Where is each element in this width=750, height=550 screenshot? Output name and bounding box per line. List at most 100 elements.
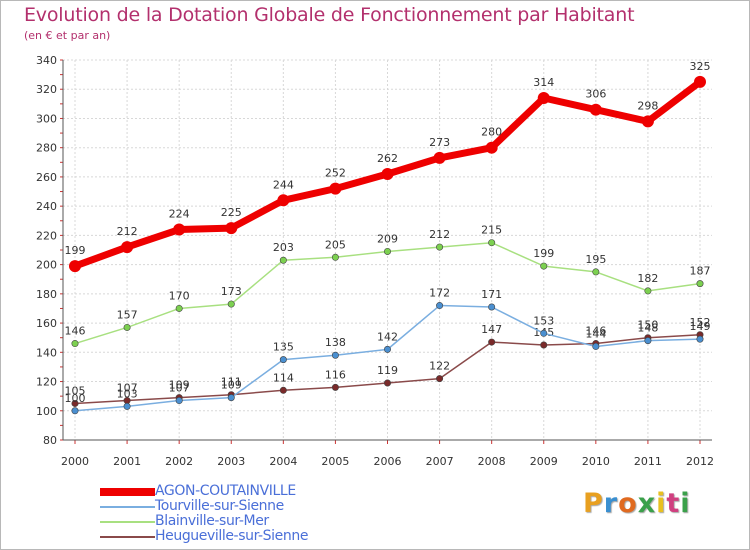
- data-point: [331, 383, 339, 391]
- data-label: 224: [169, 208, 190, 221]
- data-label: 100: [65, 392, 86, 405]
- data-label: 205: [325, 238, 346, 251]
- data-label: 280: [481, 126, 502, 139]
- x-tick-label: 2011: [634, 455, 662, 468]
- data-label: 215: [481, 224, 502, 237]
- data-point: [331, 351, 339, 359]
- data-point: [644, 337, 652, 345]
- data-point: [488, 239, 496, 247]
- data-point: [329, 182, 342, 195]
- data-point: [227, 394, 235, 402]
- data-point: [175, 397, 183, 405]
- y-tick-label: 340: [36, 54, 57, 67]
- data-point: [540, 329, 548, 337]
- x-tick-label: 2007: [426, 455, 454, 468]
- data-point: [488, 338, 496, 346]
- data-point: [589, 103, 602, 116]
- x-tick-label: 2012: [686, 455, 714, 468]
- y-tick-label: 120: [36, 376, 57, 389]
- y-tick-label: 80: [43, 434, 57, 447]
- data-label: 306: [585, 88, 606, 101]
- data-point: [225, 222, 238, 235]
- x-tick-label: 2009: [530, 455, 558, 468]
- y-tick-label: 200: [36, 259, 57, 272]
- data-label: 142: [377, 330, 398, 343]
- data-label: 119: [377, 364, 398, 377]
- data-label: 122: [429, 360, 450, 373]
- y-tick-label: 160: [36, 317, 57, 330]
- data-point: [383, 379, 391, 387]
- data-label: 199: [65, 244, 86, 257]
- data-label: 107: [117, 382, 138, 395]
- data-label: 138: [325, 336, 346, 349]
- data-point: [696, 335, 704, 343]
- x-tick-label: 2010: [582, 455, 610, 468]
- data-label: 109: [221, 379, 242, 392]
- data-point: [383, 247, 391, 255]
- data-label: 116: [325, 368, 346, 381]
- legend-swatch: [100, 521, 155, 523]
- data-point: [121, 241, 134, 254]
- legend-label: AGON-COUTAINVILLE: [155, 483, 296, 499]
- data-label: 148: [637, 322, 658, 335]
- data-point: [592, 268, 600, 276]
- data-point: [696, 280, 704, 288]
- data-label: 105: [65, 384, 86, 397]
- data-label: 225: [221, 206, 242, 219]
- data-label: 314: [533, 76, 554, 89]
- data-label: 182: [637, 272, 658, 285]
- data-label: 195: [585, 253, 606, 266]
- x-tick-label: 2004: [269, 455, 297, 468]
- data-label: 199: [533, 247, 554, 260]
- data-label: 152: [690, 316, 711, 329]
- data-label: 212: [429, 228, 450, 241]
- proxiti-logo: Proxiti: [583, 488, 691, 519]
- y-tick-label: 100: [36, 405, 57, 418]
- data-point: [485, 141, 498, 154]
- data-label: 187: [690, 265, 711, 278]
- data-label: 252: [325, 167, 346, 180]
- data-label: 203: [273, 241, 294, 254]
- data-point: [540, 262, 548, 270]
- data-point: [488, 303, 496, 311]
- data-point: [279, 356, 287, 364]
- data-label: 153: [533, 314, 554, 327]
- data-label: 107: [169, 382, 190, 395]
- legend-swatch: [100, 488, 155, 496]
- data-label: 273: [429, 136, 450, 149]
- data-point: [71, 340, 79, 348]
- data-label: 171: [481, 288, 502, 301]
- y-tick-label: 320: [36, 83, 57, 96]
- x-tick-label: 2006: [374, 455, 402, 468]
- data-label: 103: [117, 387, 138, 400]
- data-point: [383, 345, 391, 353]
- data-label: 173: [221, 285, 242, 298]
- data-point: [279, 256, 287, 264]
- x-tick-label: 2001: [113, 455, 141, 468]
- data-point: [331, 253, 339, 261]
- x-tick-label: 2008: [478, 455, 506, 468]
- data-point: [69, 260, 81, 273]
- legend-swatch: [100, 506, 155, 508]
- data-point: [173, 223, 186, 236]
- data-label: 150: [637, 319, 658, 332]
- data-label: 298: [637, 99, 658, 112]
- data-point: [277, 194, 290, 207]
- data-point: [433, 151, 446, 164]
- data-label: 147: [481, 323, 502, 336]
- y-tick-label: 280: [36, 142, 57, 155]
- data-point: [381, 168, 394, 180]
- data-point: [537, 92, 550, 104]
- data-point: [123, 402, 131, 410]
- legend-label: Tourville-sur-Sienne: [155, 498, 284, 514]
- data-label: 244: [273, 178, 294, 191]
- data-label: 170: [169, 289, 190, 302]
- y-tick-label: 140: [36, 346, 57, 359]
- data-label: 325: [690, 60, 711, 73]
- data-point: [644, 287, 652, 295]
- x-tick-label: 2000: [61, 455, 89, 468]
- chart-title: Evolution de la Dotation Globale de Fonc…: [24, 4, 635, 26]
- data-label: 114: [273, 371, 294, 384]
- data-label: 172: [429, 287, 450, 300]
